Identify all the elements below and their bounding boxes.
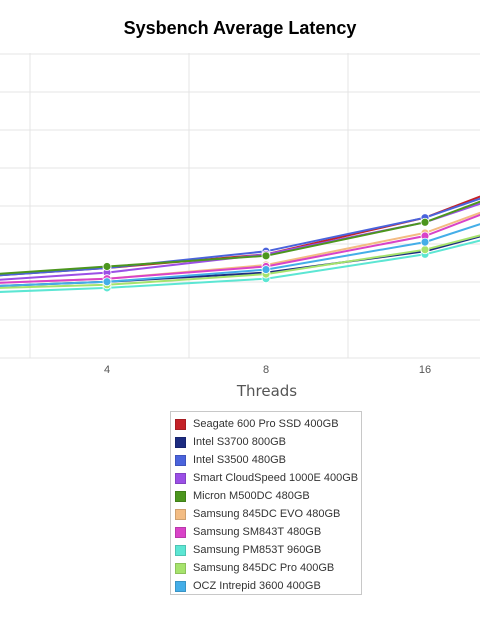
legend-swatch: [175, 562, 186, 574]
legend-item[interactable]: Samsung 845DC Pro 400GB: [175, 559, 361, 577]
legend-swatch: [175, 490, 186, 502]
legend-swatch: [175, 472, 186, 484]
legend-label: Samsung PM853T 960GB: [193, 544, 322, 556]
series-layer: [0, 195, 480, 293]
legend-swatch: [175, 436, 186, 448]
legend-swatch: [175, 508, 186, 520]
legend-swatch: [175, 544, 186, 556]
x-tick-label: 16: [419, 364, 431, 376]
data-point: [102, 277, 112, 287]
legend-label: Samsung 845DC EVO 480GB: [193, 508, 341, 520]
series-line: [0, 200, 480, 275]
legend-item[interactable]: Intel S3500 480GB: [175, 451, 361, 469]
legend-label: Intel S3500 480GB: [193, 454, 286, 466]
x-axis-title: Threads: [236, 382, 297, 400]
legend-swatch: [175, 418, 186, 430]
series-line: [0, 195, 480, 277]
legend-item[interactable]: Seagate 600 Pro SSD 400GB: [175, 415, 361, 433]
data-point: [420, 237, 430, 247]
chart-title: Sysbench Average Latency: [123, 18, 357, 38]
data-point: [420, 245, 430, 255]
legend-item[interactable]: Intel S3700 800GB: [175, 433, 361, 451]
legend-label: Samsung SM843T 480GB: [193, 526, 322, 538]
legend-item[interactable]: Samsung PM853T 960GB: [175, 541, 361, 559]
legend-label: Intel S3700 800GB: [193, 436, 286, 448]
legend-label: OCZ Intrepid 3600 400GB: [193, 580, 321, 592]
series-line: [0, 197, 480, 277]
data-point: [102, 262, 112, 271]
legend-item[interactable]: Micron M500DC 480GB: [175, 487, 361, 505]
chart-plot-area: 4 8 16 Threads: [0, 53, 480, 400]
data-point: [420, 217, 430, 227]
legend-swatch: [175, 526, 186, 538]
data-point: [261, 265, 271, 274]
legend-swatch: [175, 454, 186, 466]
legend-item[interactable]: Smart CloudSpeed 1000E 400GB: [175, 469, 361, 487]
legend-label: Seagate 600 Pro SSD 400GB: [193, 418, 339, 430]
legend-swatch: [175, 580, 186, 592]
x-tick-labels: 4 8 16: [104, 364, 431, 376]
data-point: [261, 251, 271, 261]
legend-label: Samsung 845DC Pro 400GB: [193, 562, 335, 574]
grid-layer: [0, 53, 480, 359]
legend-item[interactable]: Samsung SM843T 480GB: [175, 523, 361, 541]
x-tick-label: 8: [263, 364, 269, 376]
chart-legend: Seagate 600 Pro SSD 400GB Intel S3700 800…: [170, 411, 362, 595]
x-tick-label: 4: [104, 364, 110, 376]
legend-item[interactable]: OCZ Intrepid 3600 400GB: [175, 577, 361, 595]
legend-label: Smart CloudSpeed 1000E 400GB: [193, 472, 359, 484]
legend-item[interactable]: Samsung 845DC EVO 480GB: [175, 505, 361, 523]
legend-label: Micron M500DC 480GB: [193, 490, 310, 502]
